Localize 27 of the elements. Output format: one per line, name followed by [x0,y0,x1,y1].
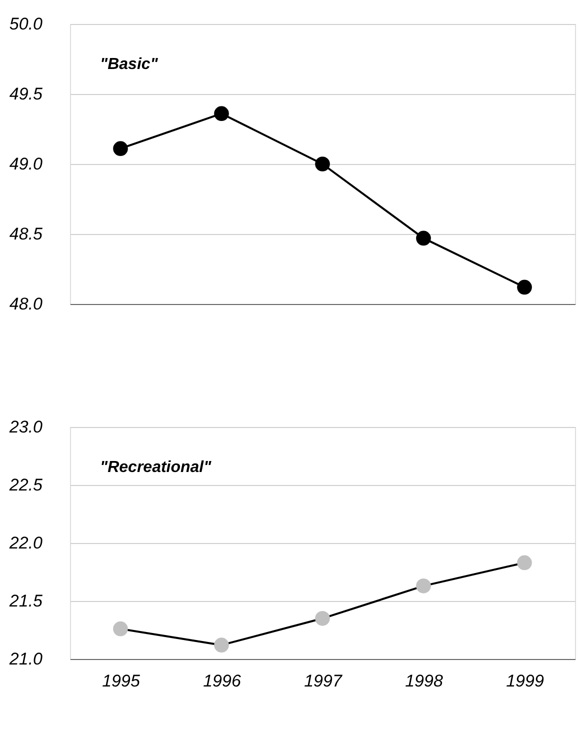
point [315,156,330,172]
y-tick-label: 48.0 [9,294,44,314]
y-tick-label: 22.0 [8,534,44,552]
x-tick-label: 1995 [102,672,140,690]
y-tick-label: 21.5 [8,592,44,610]
text: "Basic" [100,56,158,73]
y-tick-label: 50.0 [9,14,44,34]
point [517,280,532,295]
point [416,230,431,246]
y-tick-label: 21.0 [8,650,44,668]
y-tick-label: 49.5 [9,84,44,104]
point [113,621,128,636]
point [315,611,330,626]
y-tick-label: 48.5 [9,224,44,244]
text: "Recreational" [100,459,212,476]
point [517,555,532,570]
x-tick-label: 1999 [506,672,544,690]
point [214,106,229,121]
point [113,141,128,156]
x-tick-label: 1996 [203,672,242,690]
y-tick-label: 49.0 [9,154,44,174]
x-tick-label: 1997 [304,672,342,690]
y-tick-label: 22.5 [8,476,44,494]
y-tick-label: 23.0 [8,418,44,436]
point [214,638,229,652]
x-tick-label: 1998 [405,672,444,690]
point [416,578,431,594]
